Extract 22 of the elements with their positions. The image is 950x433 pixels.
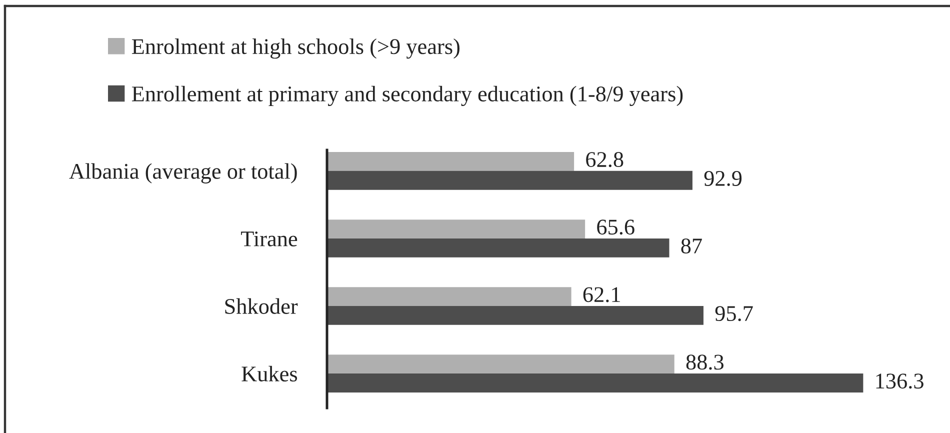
bar <box>327 220 586 238</box>
legend-label: Enrolment at high schools (>9 years) <box>132 38 460 59</box>
data-label: 87 <box>681 238 702 254</box>
bar <box>327 152 574 171</box>
bar <box>327 238 670 258</box>
data-label: 65.6 <box>597 220 634 235</box>
data-label: 88.3 <box>686 354 724 370</box>
bar <box>327 354 674 374</box>
y-tick-label: Albania (average or total) <box>69 163 297 184</box>
y-tick-label: Shkoder <box>225 298 298 314</box>
data-label: 136.3 <box>876 374 924 389</box>
bar <box>327 306 704 325</box>
y-tick-label: Kukes <box>242 366 298 382</box>
y-tick-label: Tirane <box>241 231 298 246</box>
data-label: 92.9 <box>704 171 742 186</box>
legend-label: Enrollement at primary and secondary education (1-8/9 years) <box>132 86 683 106</box>
bar <box>327 374 864 392</box>
data-label: 95.7 <box>715 306 753 322</box>
data-label: 62.8 <box>586 152 624 168</box>
bar <box>327 170 692 190</box>
bar <box>327 287 572 306</box>
data-label: 62.1 <box>583 287 620 302</box>
